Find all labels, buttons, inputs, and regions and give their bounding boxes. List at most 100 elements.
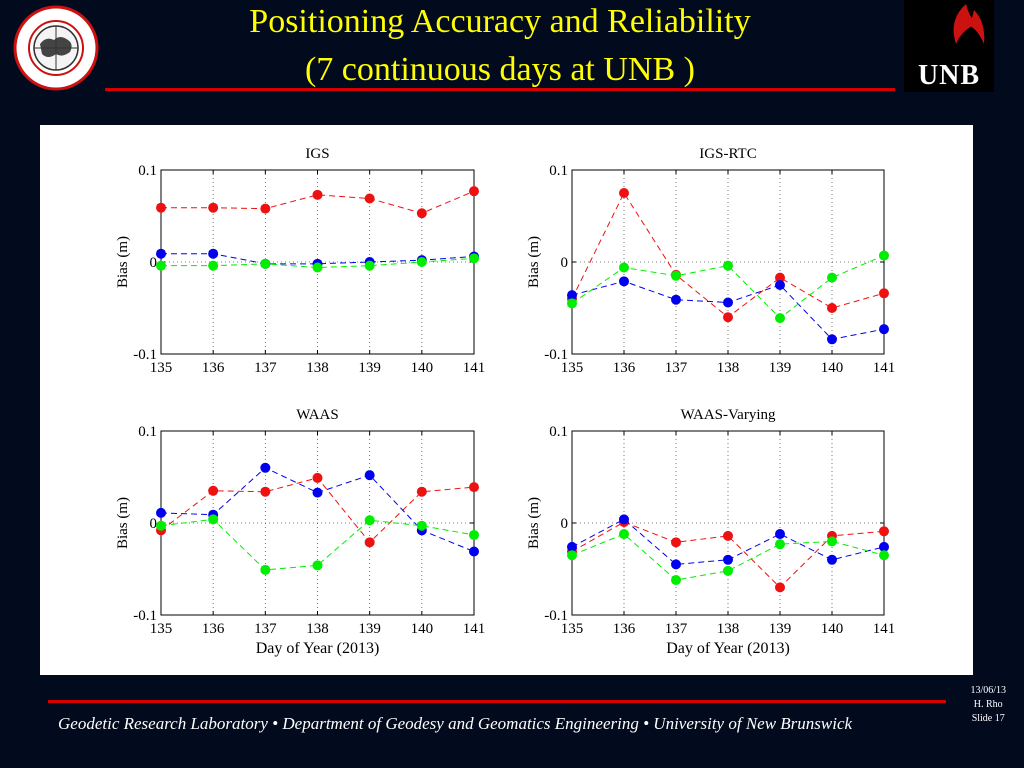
y-tick-label: -0.1 [544, 608, 568, 624]
data-point-green [775, 313, 785, 324]
slide-author: H. Rho [973, 699, 1003, 710]
data-point-green [775, 539, 785, 550]
data-point-green [416, 257, 427, 267]
chart-title: WAAS [296, 407, 339, 423]
x-tick-label: 140 [821, 621, 844, 637]
data-point-green [671, 270, 681, 281]
y-tick-label: 0.1 [549, 424, 568, 440]
y-axis-label: Bias (m) [526, 497, 542, 549]
data-point-blue [619, 276, 629, 287]
data-point-green [469, 529, 479, 540]
data-point-red [260, 203, 271, 214]
x-tick-label: 137 [254, 621, 277, 637]
data-point-blue [156, 248, 166, 259]
x-tick-label: 141 [463, 621, 486, 637]
unb-logo-text: UNB [917, 60, 981, 91]
unb-logo: UNB [904, 0, 994, 92]
y-axis-label: Bias (m) [115, 236, 131, 288]
data-point-red [208, 485, 219, 496]
data-point-red [619, 188, 629, 198]
x-tick-label: 138 [306, 360, 329, 376]
footer-text: Geodetic Research Laboratory • Departmen… [58, 714, 853, 733]
data-point-green [416, 520, 427, 531]
data-point-green [723, 565, 733, 576]
x-tick-label: 139 [358, 360, 381, 376]
data-point-red [723, 530, 733, 541]
x-tick-label: 139 [358, 621, 381, 637]
data-point-blue [469, 546, 479, 557]
data-point-green [469, 253, 479, 264]
x-tick-label: 136 [613, 360, 636, 376]
data-point-green [619, 529, 629, 540]
x-tick-label: 141 [873, 360, 896, 376]
data-point-red [879, 288, 889, 299]
chart-panel: 135 136 137 138 139 140 141 0.1 0 -0.1 IGS Bias (m)… [40, 125, 973, 675]
x-tick-label: 135 [561, 360, 584, 376]
data-point-red [469, 482, 479, 493]
y-axis-label: Bias (m) [115, 497, 131, 549]
data-point-green [827, 536, 837, 547]
x-tick-label: 138 [717, 621, 740, 637]
x-tick-label: 135 [150, 621, 173, 637]
data-point-green [671, 575, 681, 586]
x-tick-label: 137 [254, 360, 277, 376]
x-tick-label: 141 [463, 360, 486, 376]
data-point-green [879, 550, 889, 561]
data-point-red [260, 486, 271, 497]
data-point-blue [775, 280, 785, 290]
x-tick-label: 135 [561, 621, 584, 637]
x-axis-label: Day of Year (2013) [666, 640, 790, 657]
x-tick-label: 137 [665, 360, 688, 376]
data-point-green [827, 272, 837, 283]
x-axis-label: Day of Year (2013) [256, 640, 380, 657]
data-point-green [364, 260, 375, 271]
y-axis-label: Bias (m) [526, 236, 542, 288]
x-tick-label: 139 [769, 621, 792, 637]
x-tick-label: 141 [873, 621, 896, 637]
data-point-green [619, 262, 629, 273]
data-point-green [879, 250, 889, 261]
data-point-blue [364, 470, 375, 481]
data-point-green [312, 560, 323, 571]
data-point-red [775, 272, 785, 283]
data-point-blue [671, 294, 681, 305]
slide-info: 13/06/13 H. Rho Slide 17 [970, 684, 1006, 726]
slide-date: 13/06/13 [970, 685, 1006, 696]
data-point-blue [156, 507, 166, 518]
data-point-red [416, 486, 427, 497]
chart-title: IGS-RTC [699, 146, 756, 162]
x-tick-label: 136 [202, 360, 225, 376]
data-point-blue [775, 529, 785, 540]
data-point-red [208, 202, 219, 213]
data-point-red [364, 193, 375, 204]
data-point-red [469, 186, 479, 197]
x-tick-label: 136 [613, 621, 636, 637]
y-tick-label: 0 [561, 516, 569, 532]
header-rule [105, 88, 895, 91]
y-tick-label: -0.1 [133, 347, 157, 363]
data-point-red [671, 537, 681, 548]
y-tick-label: 0.1 [138, 424, 157, 440]
data-point-blue [671, 559, 681, 570]
data-point-blue [567, 290, 577, 301]
data-point-blue [827, 334, 837, 345]
data-point-green [156, 520, 166, 531]
slide-title-line2: (7 continuous days at UNB ) [304, 51, 695, 88]
charts-canvas: 135 136 137 138 139 140 141 0.1 0 -0.1 IGS Bias (m)… [115, 146, 896, 657]
data-point-red [879, 526, 889, 537]
slide-title-line1: Positioning Accuracy and Reliability [249, 3, 751, 40]
data-point-red [723, 312, 733, 323]
data-point-blue [567, 541, 577, 552]
data-point-red [156, 202, 166, 213]
data-point-blue [879, 324, 889, 335]
data-point-blue [723, 554, 733, 565]
data-point-green [208, 514, 219, 525]
x-tick-label: 140 [411, 360, 434, 376]
data-point-green [260, 564, 271, 575]
chart-title: IGS [305, 146, 329, 162]
data-point-green [723, 260, 733, 271]
data-point-green [208, 260, 219, 271]
sail-icon [953, 4, 985, 44]
data-point-red [312, 472, 323, 483]
data-point-green [156, 260, 166, 271]
